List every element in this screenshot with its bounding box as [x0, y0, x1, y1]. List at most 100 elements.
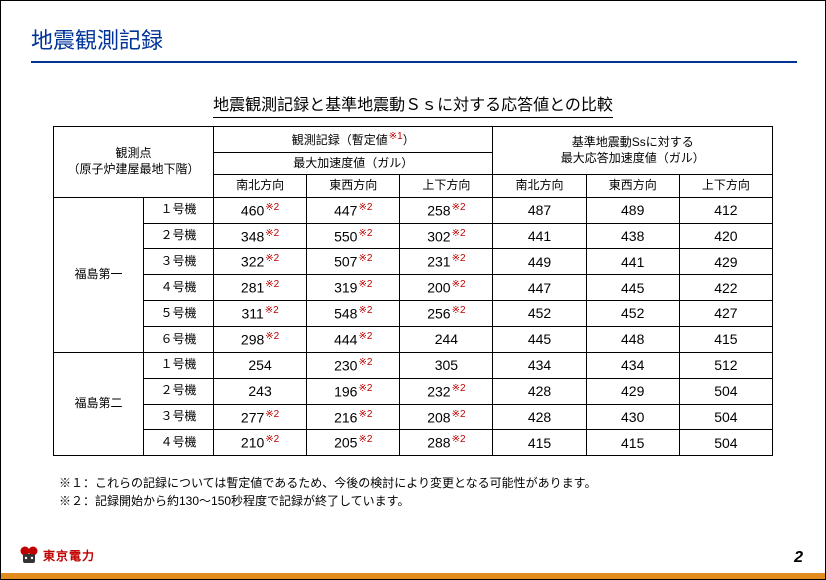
record-value: 243	[214, 378, 307, 404]
record-value: 548※2	[307, 301, 400, 327]
value-note: ※2	[358, 331, 372, 342]
record-value: 216※2	[307, 404, 400, 430]
record-value: 254	[214, 352, 307, 378]
record-value: 281※2	[214, 275, 307, 301]
ss-value: 441	[586, 249, 679, 275]
ss-value: 445	[493, 327, 586, 353]
ss-value: 430	[586, 404, 679, 430]
unit-name: ５号機	[144, 301, 214, 327]
value-note: ※2	[452, 228, 466, 239]
col-ss-group: 基準地震動Ssに対する 最大応答加速度値（ガル）	[493, 127, 773, 175]
ss-group-l2: 最大応答加速度値（ガル）	[561, 151, 705, 165]
value-note: ※2	[452, 383, 466, 394]
record-value: 256※2	[400, 301, 493, 327]
value-note: ※2	[265, 434, 279, 445]
ss-value: 428	[493, 378, 586, 404]
record-value: 258※2	[400, 197, 493, 223]
ss-value: 504	[679, 378, 772, 404]
col-record-sub: 最大加速度値（ガル）	[214, 152, 493, 175]
footnote-1: ※１：これらの記録については暫定値であるため、今後の検討により変更となる可能性が…	[59, 474, 825, 492]
value-note: ※2	[265, 228, 279, 239]
ss-value: 415	[679, 327, 772, 353]
ss-value: 504	[679, 430, 772, 456]
ss-value: 489	[586, 197, 679, 223]
record-value: 322※2	[214, 249, 307, 275]
ss-value: 487	[493, 197, 586, 223]
value-note: ※2	[452, 279, 466, 290]
record-value: 205※2	[307, 430, 400, 456]
unit-name: １号機	[144, 352, 214, 378]
site-name: 福島第二	[54, 352, 144, 455]
record-value: 444※2	[307, 327, 400, 353]
obs-point-l1: 観測点	[115, 146, 151, 160]
record-value: 460※2	[214, 197, 307, 223]
table-row: ２号機243196※2232※2428429504	[54, 378, 773, 404]
table-body: 福島第一１号機460※2447※2258※2487489412２号機348※25…	[54, 197, 773, 455]
table-row: ６号機298※2444※2244445448415	[54, 327, 773, 353]
rec-group-text: 観測記録（暫定値	[292, 133, 388, 147]
subtitle-wrap: 地震観測記録と基準地震動Ｓｓに対する応答値との比較	[1, 91, 825, 118]
value-note: ※2	[265, 331, 279, 342]
ss-group-l1: 基準地震動Ssに対する	[572, 135, 694, 149]
record-value: 210※2	[214, 430, 307, 456]
col-rec-ud: 上下方向	[400, 175, 493, 198]
rec-group-note: ※1	[389, 131, 403, 142]
table-row: ４号機281※2319※2200※2447445422	[54, 275, 773, 301]
col-ss-ew: 東西方向	[586, 175, 679, 198]
page-number: 2	[794, 549, 803, 567]
footnote-2: ※２：記録開始から約130～150秒程度で記録が終了しています。	[59, 492, 825, 510]
ss-value: 512	[679, 352, 772, 378]
site-name: 福島第一	[54, 197, 144, 352]
ss-value: 504	[679, 404, 772, 430]
ss-value: 427	[679, 301, 772, 327]
ss-value: 429	[586, 378, 679, 404]
record-value: 200※2	[400, 275, 493, 301]
ss-value: 422	[679, 275, 772, 301]
company-logo: 東京電力	[19, 545, 95, 565]
data-table-wrap: 観測点 （原子炉建屋最地下階） 観測記録（暫定値※1） 基準地震動Ssに対する …	[53, 126, 773, 456]
value-note: ※2	[452, 305, 466, 316]
value-note: ※2	[358, 305, 372, 316]
record-value: 447※2	[307, 197, 400, 223]
ss-value: 412	[679, 197, 772, 223]
col-obs-point: 観測点 （原子炉建屋最地下階）	[54, 127, 214, 198]
record-value: 311※2	[214, 301, 307, 327]
record-value: 244	[400, 327, 493, 353]
ss-value: 452	[493, 301, 586, 327]
record-value: 230※2	[307, 352, 400, 378]
ss-value: 452	[586, 301, 679, 327]
value-note: ※2	[452, 409, 466, 420]
ss-value: 434	[586, 352, 679, 378]
logo-text: 東京電力	[43, 547, 95, 564]
value-note: ※2	[265, 305, 279, 316]
value-note: ※2	[358, 383, 372, 394]
ss-value: 415	[586, 430, 679, 456]
record-value: 277※2	[214, 404, 307, 430]
record-value: 507※2	[307, 249, 400, 275]
ss-value: 429	[679, 249, 772, 275]
table-row: ４号機210※2205※2288※2415415504	[54, 430, 773, 456]
value-note: ※2	[358, 202, 372, 213]
table-row: ２号機348※2550※2302※2441438420	[54, 223, 773, 249]
col-record-group: 観測記録（暫定値※1）	[214, 127, 493, 153]
unit-name: ４号機	[144, 430, 214, 456]
record-value: 298※2	[214, 327, 307, 353]
record-value: 196※2	[307, 378, 400, 404]
record-value: 288※2	[400, 430, 493, 456]
value-note: ※2	[265, 253, 279, 264]
unit-name: ４号機	[144, 275, 214, 301]
unit-name: ６号機	[144, 327, 214, 353]
obs-point-l2: （原子炉建屋最地下階）	[67, 162, 199, 176]
table-row: ３号機322※2507※2231※2449441429	[54, 249, 773, 275]
data-table: 観測点 （原子炉建屋最地下階） 観測記録（暫定値※1） 基準地震動Ssに対する …	[53, 126, 773, 456]
ss-value: 441	[493, 223, 586, 249]
ss-value: 415	[493, 430, 586, 456]
record-value: 305	[400, 352, 493, 378]
page-title: 地震観測記録	[31, 23, 825, 61]
value-note: ※2	[452, 202, 466, 213]
ss-value: 445	[586, 275, 679, 301]
rec-group-close: ）	[403, 133, 415, 147]
ss-value: 447	[493, 275, 586, 301]
record-value: 208※2	[400, 404, 493, 430]
record-value: 231※2	[400, 249, 493, 275]
